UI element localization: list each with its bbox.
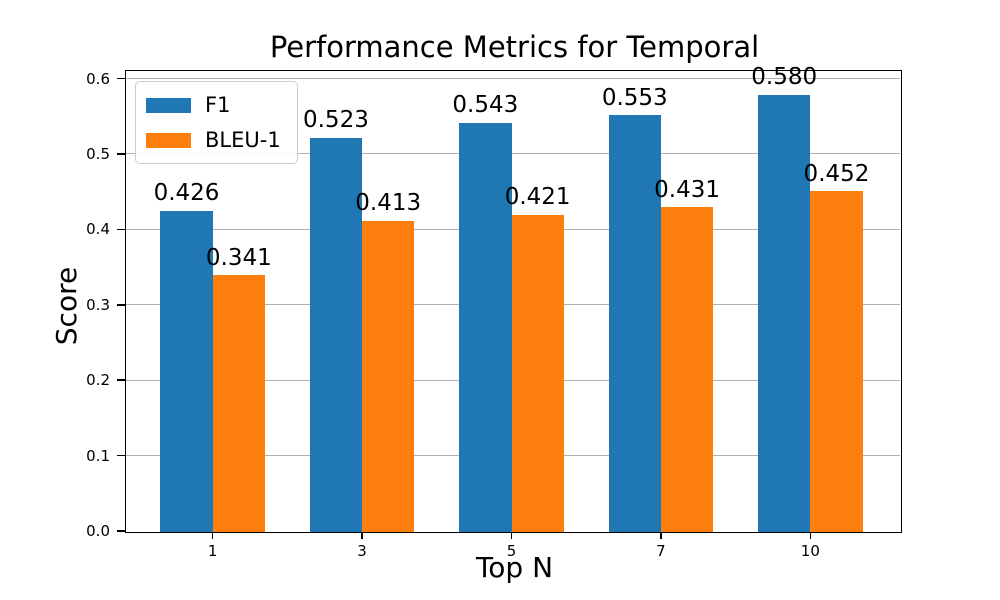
y-tick [116,228,125,231]
y-tick [116,153,125,155]
x-tick-label: 5 [506,542,517,560]
bar-bleu-1-1 [212,274,265,532]
bar-bleu-1-10 [810,191,863,532]
bar-value-label: 0.523 [302,107,369,134]
x-tick [660,532,662,539]
x-tick [211,532,214,539]
x-tick [809,532,812,539]
bar-f1-1 [160,210,213,532]
y-tick-label: 0.5 [86,144,110,163]
legend-swatch-bleu-1 [146,132,191,148]
bar-value-label: 0.553 [601,84,668,111]
y-tick [116,77,125,80]
legend: F1 BLEU-1 [135,81,298,164]
bar-f1-5 [459,122,512,532]
x-tick-label: 10 [800,542,820,560]
chart-title: Performance Metrics for Temporal [269,30,760,64]
bar-value-label: 0.421 [504,184,571,211]
bar-value-label: 0.543 [452,92,519,119]
bar-bleu-1-7 [660,206,714,532]
bar-value-label: 0.413 [355,190,422,217]
bar-value-label: 0.431 [654,176,720,203]
bar-f1-10 [758,94,811,532]
legend-item-f1: F1 [146,92,281,118]
legend-label-f1: F1 [205,93,231,117]
bar-value-label: 0.452 [803,160,870,187]
x-axis-label: Top N [475,551,554,584]
y-tick-label: 0.3 [86,295,110,314]
y-tick-label: 0.2 [86,371,110,390]
y-tick-label: 0.0 [86,522,110,540]
x-tick [361,532,363,539]
x-tick-label: 1 [207,542,218,560]
bar-value-label: 0.580 [751,64,818,91]
x-tick-label: 3 [357,542,367,560]
y-tick-label: 0.1 [86,446,110,465]
bar-value-label: 0.426 [153,180,220,207]
x-tick-label: 7 [656,542,666,560]
x-tick [510,532,513,539]
legend-swatch-f1 [146,97,191,113]
y-tick [116,304,125,306]
bar-bleu-1-3 [362,220,415,532]
y-tick [116,379,125,381]
gridline [126,153,900,155]
legend-item-bleu-1: BLEU-1 [146,127,281,153]
y-tick [116,530,125,532]
y-tick [116,454,125,457]
y-tick-label: 0.4 [86,220,110,239]
legend-label-bleu-1: BLEU-1 [205,128,281,152]
y-tick-label: 0.6 [86,69,110,88]
bar-bleu-1-5 [511,214,564,532]
bar-f1-7 [608,114,661,532]
bar-f1-3 [309,137,363,532]
plot-area: F1 BLEU-1 0.0 0.1 0.2 0.3 0.4 0.5 0.6 1 3 5 7 10 0.4… [86,65,902,560]
gridline [126,78,900,80]
bar-value-label: 0.341 [205,244,272,271]
